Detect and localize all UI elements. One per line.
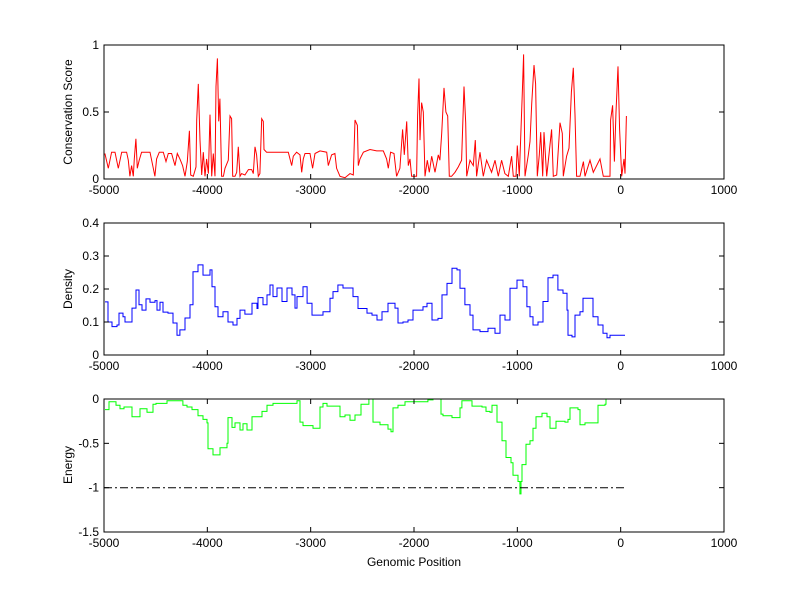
ylabel-density: Density — [61, 269, 75, 309]
x-tick-label: -1000 — [502, 536, 533, 550]
x-tick-label: -5000 — [89, 359, 120, 373]
x-tick-label: 0 — [617, 536, 624, 550]
x-tick-label: -2000 — [399, 536, 430, 550]
y-tick-label: 0.5 — [82, 105, 99, 119]
y-tick-label: 0 — [92, 172, 99, 186]
x-tick-label: -1000 — [502, 359, 533, 373]
x-tick-label: -3000 — [295, 183, 326, 197]
conservation-axes: -5000 -4000 -3000 -2000 -1000 0 1000 0 0.5 1 — [82, 38, 737, 197]
y-tick-label: 0.3 — [82, 249, 99, 263]
x-tick-label: -5000 — [89, 536, 120, 550]
x-tick-label: 1000 — [711, 359, 738, 373]
plot-area — [104, 223, 724, 355]
x-tick-label: -5000 — [89, 183, 120, 197]
x-tick-label: -4000 — [192, 183, 223, 197]
x-tick-label: 1000 — [711, 183, 738, 197]
x-tick-label: -3000 — [295, 536, 326, 550]
ylabel-conservation: Conservation Score — [61, 59, 75, 165]
x-tick-label: -3000 — [295, 359, 326, 373]
y-tick-label: 0 — [92, 348, 99, 362]
y-tick-label: 0.2 — [82, 282, 99, 296]
y-tick-label: -1 — [88, 481, 99, 495]
x-tick-label: -2000 — [399, 359, 430, 373]
xlabel-genomic-position: Genomic Position — [367, 555, 461, 569]
plot-area — [104, 399, 724, 532]
conservation-series-line — [104, 54, 627, 179]
y-tick-label: 0.1 — [82, 315, 99, 329]
x-tick-label: -4000 — [192, 359, 223, 373]
ylabel-energy: Energy — [61, 446, 75, 484]
energy-series-line — [105, 398, 627, 495]
x-tick-label: 0 — [617, 183, 624, 197]
x-tick-label: -2000 — [399, 183, 430, 197]
energy-axes: -5000 -4000 -3000 -2000 -1000 0 1000 0 -0.5 -1 -1.… — [78, 392, 737, 550]
density-series-line — [105, 264, 625, 339]
y-tick-label: 0.4 — [82, 216, 99, 230]
y-tick-label: 1 — [92, 38, 99, 52]
x-tick-label: 1000 — [711, 536, 738, 550]
density-axes: -5000 -4000 -3000 -2000 -1000 0 1000 0 0.1 0.2 0.3… — [82, 216, 737, 373]
x-tick-label: -4000 — [192, 536, 223, 550]
x-tick-label: -1000 — [502, 183, 533, 197]
y-tick-label: -0.5 — [78, 436, 99, 450]
y-tick-label: 0 — [92, 392, 99, 406]
x-tick-label: 0 — [617, 359, 624, 373]
y-tick-label: -1.5 — [78, 525, 99, 539]
